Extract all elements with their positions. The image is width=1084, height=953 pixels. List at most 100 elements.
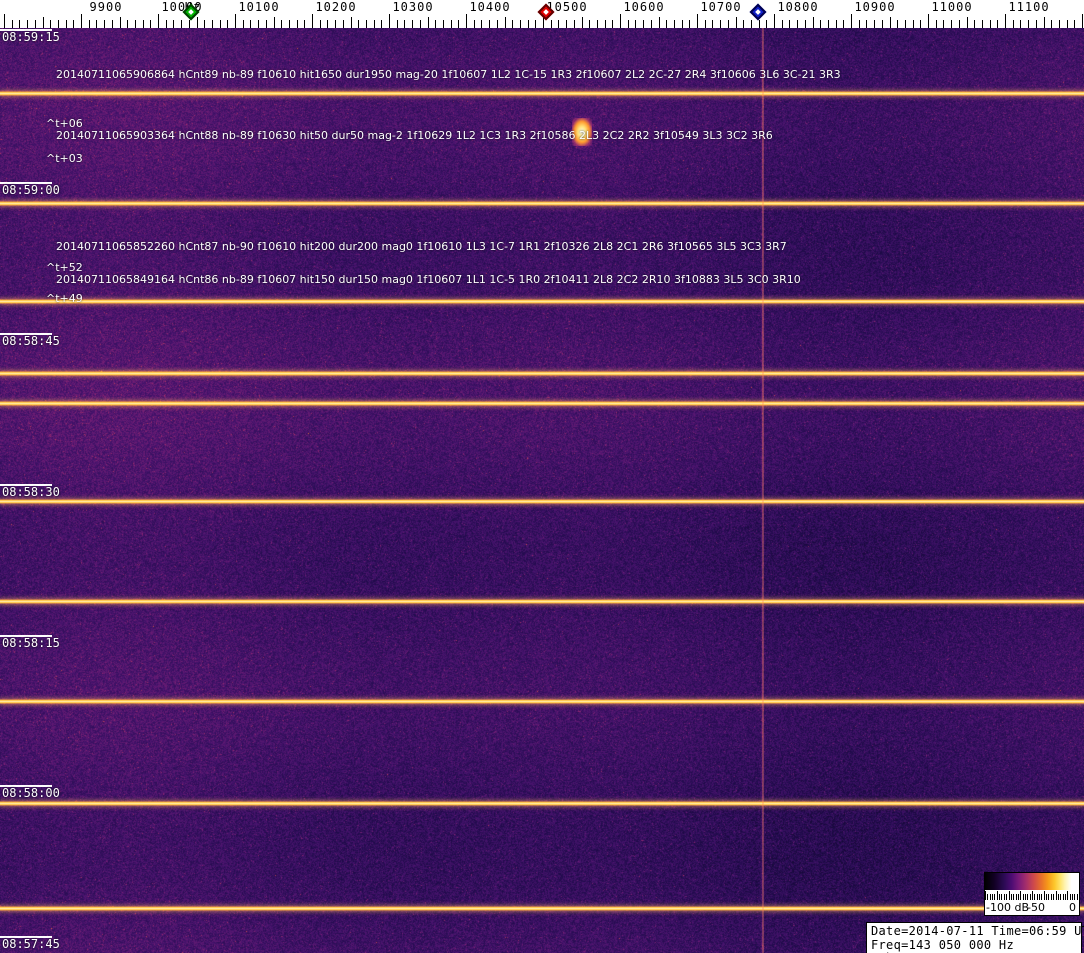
ruler-tick — [712, 20, 713, 28]
time-offset-t52: ^t+52 — [46, 261, 83, 274]
ruler-tick — [905, 20, 906, 28]
meteor-record-86: 20140711065849164 hCnt86 nb-89 f10607 hi… — [56, 273, 801, 286]
ruler-tick — [928, 14, 929, 28]
ruler-tick — [19, 20, 20, 28]
ruler-tick — [43, 17, 44, 28]
ruler-label-11100: 11100 — [1008, 0, 1050, 14]
colorbar-tick — [1063, 894, 1064, 900]
ruler-tick — [27, 20, 28, 28]
ruler-tick — [1067, 20, 1068, 28]
marker-blue[interactable] — [749, 3, 767, 21]
ruler-tick — [890, 17, 891, 28]
colorbar-tick — [1058, 894, 1059, 900]
colorbar-tick — [1030, 894, 1031, 900]
colorbar-tick — [1072, 894, 1073, 900]
ruler-tick — [512, 20, 513, 28]
ruler-tick — [120, 17, 121, 28]
ruler-tick — [535, 20, 536, 28]
ruler-tick — [920, 20, 921, 28]
ruler-tick — [766, 20, 767, 28]
colorbar-tick — [990, 894, 991, 900]
ruler-tick — [951, 20, 952, 28]
colorbar-tick — [1053, 894, 1054, 900]
ruler-tick — [990, 20, 991, 28]
ruler-tick — [343, 20, 344, 28]
ruler-tick — [759, 20, 760, 28]
ruler-tick — [12, 20, 13, 28]
ruler-tick — [666, 20, 667, 28]
ruler-tick — [959, 20, 960, 28]
ruler-tick — [605, 20, 606, 28]
colorbar-tick — [1011, 894, 1012, 900]
ruler-tick — [397, 20, 398, 28]
ruler-label-10900: 10900 — [854, 0, 896, 14]
ruler-tick — [805, 20, 806, 28]
ruler-tick — [682, 20, 683, 28]
spectrogram-canvas[interactable]: 08:59:15 08:59:00 08:58:45 08:58:30 08:58:15… — [0, 28, 1084, 953]
ruler-tick — [374, 20, 375, 28]
ruler-tick — [351, 17, 352, 28]
ruler-tick — [481, 20, 482, 28]
colorbar-tick — [1074, 894, 1075, 900]
carrier-line — [0, 91, 1084, 96]
ruler-tick — [58, 20, 59, 28]
ruler-label-10700: 10700 — [700, 0, 742, 14]
colorbar-tick — [1013, 894, 1014, 900]
colorbar-tick — [987, 894, 988, 900]
ruler-tick — [967, 17, 968, 28]
colorbar-tick — [1004, 894, 1005, 900]
ruler-tick — [243, 20, 244, 28]
ruler-tick — [843, 20, 844, 28]
colorbar-tick — [1009, 891, 1010, 900]
ruler-tick — [1051, 20, 1052, 28]
ruler-tick — [789, 20, 790, 28]
ruler-tick — [1059, 20, 1060, 28]
colorbar-tick — [1032, 891, 1033, 900]
ruler-tick — [505, 17, 506, 28]
ruler-tick — [289, 20, 290, 28]
ruler-tick — [50, 20, 51, 28]
colorbar-ticks — [985, 890, 1080, 900]
colorbar-tick — [1034, 894, 1035, 900]
ruler-tick — [705, 20, 706, 28]
colorbar-labels: -100 dB -50 0 — [985, 900, 1079, 915]
colorbar-tick — [1067, 891, 1068, 900]
time-tick-mark — [0, 936, 52, 938]
ruler-tick — [820, 20, 821, 28]
time-offset-t49: ^t+49 — [46, 292, 83, 305]
ruler-tick — [81, 14, 82, 28]
ruler-tick — [635, 20, 636, 28]
colorbar-tick — [1025, 894, 1026, 900]
ruler-tick — [997, 20, 998, 28]
colorbar-tick — [999, 894, 1000, 900]
ruler-label-10200: 10200 — [315, 0, 357, 14]
ruler-tick — [582, 17, 583, 28]
ruler-tick — [73, 20, 74, 28]
ruler-tick — [358, 20, 359, 28]
ruler-tick — [474, 20, 475, 28]
frequency-ruler[interactable]: Hz99001000010100102001030010400105001060… — [0, 0, 1084, 28]
time-label-085900: 08:59:00 — [2, 183, 60, 197]
info-line-echo: Echo=10 600 Hz — [871, 951, 1081, 953]
spectrogram-pixels — [0, 28, 1084, 953]
ruler-tick — [836, 20, 837, 28]
ruler-tick — [628, 20, 629, 28]
carrier-line — [0, 371, 1084, 376]
ruler-label-9900: 9900 — [89, 0, 123, 14]
ruler-tick — [412, 20, 413, 28]
ruler-tick — [181, 20, 182, 28]
ruler-tick — [936, 20, 937, 28]
ruler-tick — [913, 20, 914, 28]
ruler-tick — [612, 20, 613, 28]
colorbar-tick — [1046, 894, 1047, 900]
ruler-tick — [674, 20, 675, 28]
carrier-line — [0, 499, 1084, 504]
colorbar-tick — [1006, 894, 1007, 900]
ruler-tick — [689, 20, 690, 28]
ruler-tick — [35, 20, 36, 28]
ruler-tick — [589, 20, 590, 28]
ruler-label-11000: 11000 — [931, 0, 973, 14]
ruler-tick — [4, 14, 5, 28]
ruler-tick — [743, 20, 744, 28]
time-tick-mark — [0, 484, 52, 486]
